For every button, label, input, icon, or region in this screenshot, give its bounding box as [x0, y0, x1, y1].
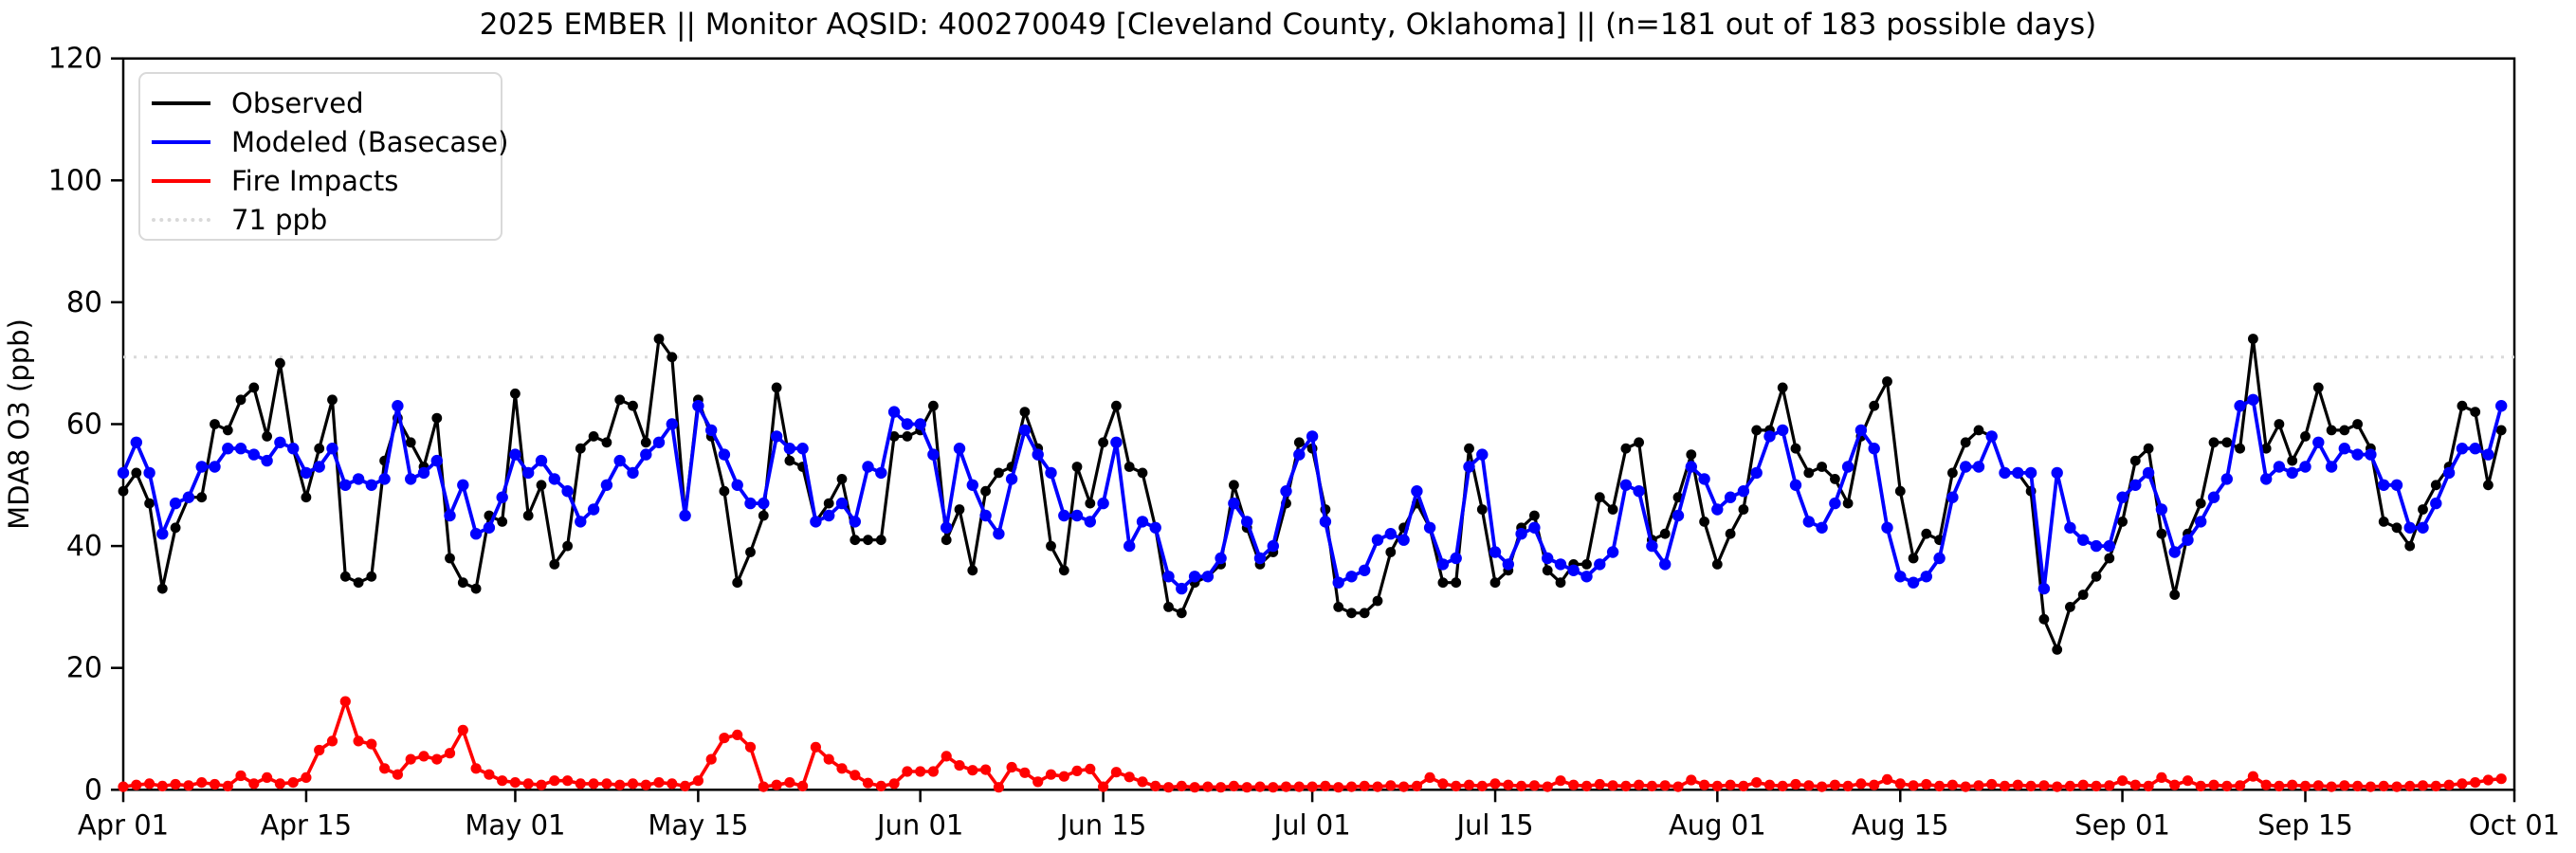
observed-line-swatch [152, 100, 210, 105]
fire-line-swatch [152, 178, 210, 183]
svg-text:60: 60 [66, 408, 102, 442]
legend-item-fire: Fire Impacts [152, 161, 501, 200]
svg-text:100: 100 [48, 164, 102, 197]
svg-text:Jun 15: Jun 15 [1058, 808, 1146, 841]
legend-item-threshold: 71 ppb [152, 200, 501, 239]
chart-title: 2025 EMBER || Monitor AQSID: 400270049 [… [479, 8, 2097, 42]
legend: Observed Modeled (Basecase) Fire Impacts… [138, 72, 508, 241]
svg-text:Aug 15: Aug 15 [1852, 808, 1949, 841]
legend-label-threshold: 71 ppb [231, 203, 328, 236]
svg-text:120: 120 [48, 43, 102, 76]
modeled-line-swatch [152, 139, 210, 144]
legend-item-modeled: Modeled (Basecase) [152, 122, 508, 161]
series-line-Observed [121, 336, 2503, 651]
legend-label-fire: Fire Impacts [231, 164, 399, 197]
legend-item-observed: Observed [152, 83, 501, 122]
svg-text:Sep 01: Sep 01 [2074, 808, 2170, 841]
threshold-line-swatch [152, 217, 210, 222]
svg-text:May 15: May 15 [648, 808, 748, 841]
svg-text:20: 20 [66, 652, 102, 685]
svg-text:40: 40 [66, 530, 102, 563]
svg-text:Apr 15: Apr 15 [261, 808, 352, 841]
svg-text:Aug 01: Aug 01 [1669, 808, 1766, 841]
svg-text:Jun 01: Jun 01 [875, 808, 963, 841]
svg-text:Jul 01: Jul 01 [1272, 808, 1351, 841]
series-line-Fire Impacts [122, 699, 2502, 789]
svg-text:Jul 15: Jul 15 [1454, 808, 1533, 841]
svg-text:Sep 15: Sep 15 [2257, 808, 2353, 841]
legend-label-observed: Observed [231, 86, 364, 119]
svg-text:0: 0 [84, 773, 102, 807]
legend-label-modeled: Modeled (Basecase) [231, 125, 509, 158]
svg-text:80: 80 [66, 286, 102, 319]
svg-text:Apr 01: Apr 01 [78, 808, 169, 841]
svg-text:Oct 01: Oct 01 [2469, 808, 2560, 841]
svg-text:May 01: May 01 [465, 808, 565, 841]
y-axis-label: MDA8 O3 (ppb) [3, 318, 35, 530]
